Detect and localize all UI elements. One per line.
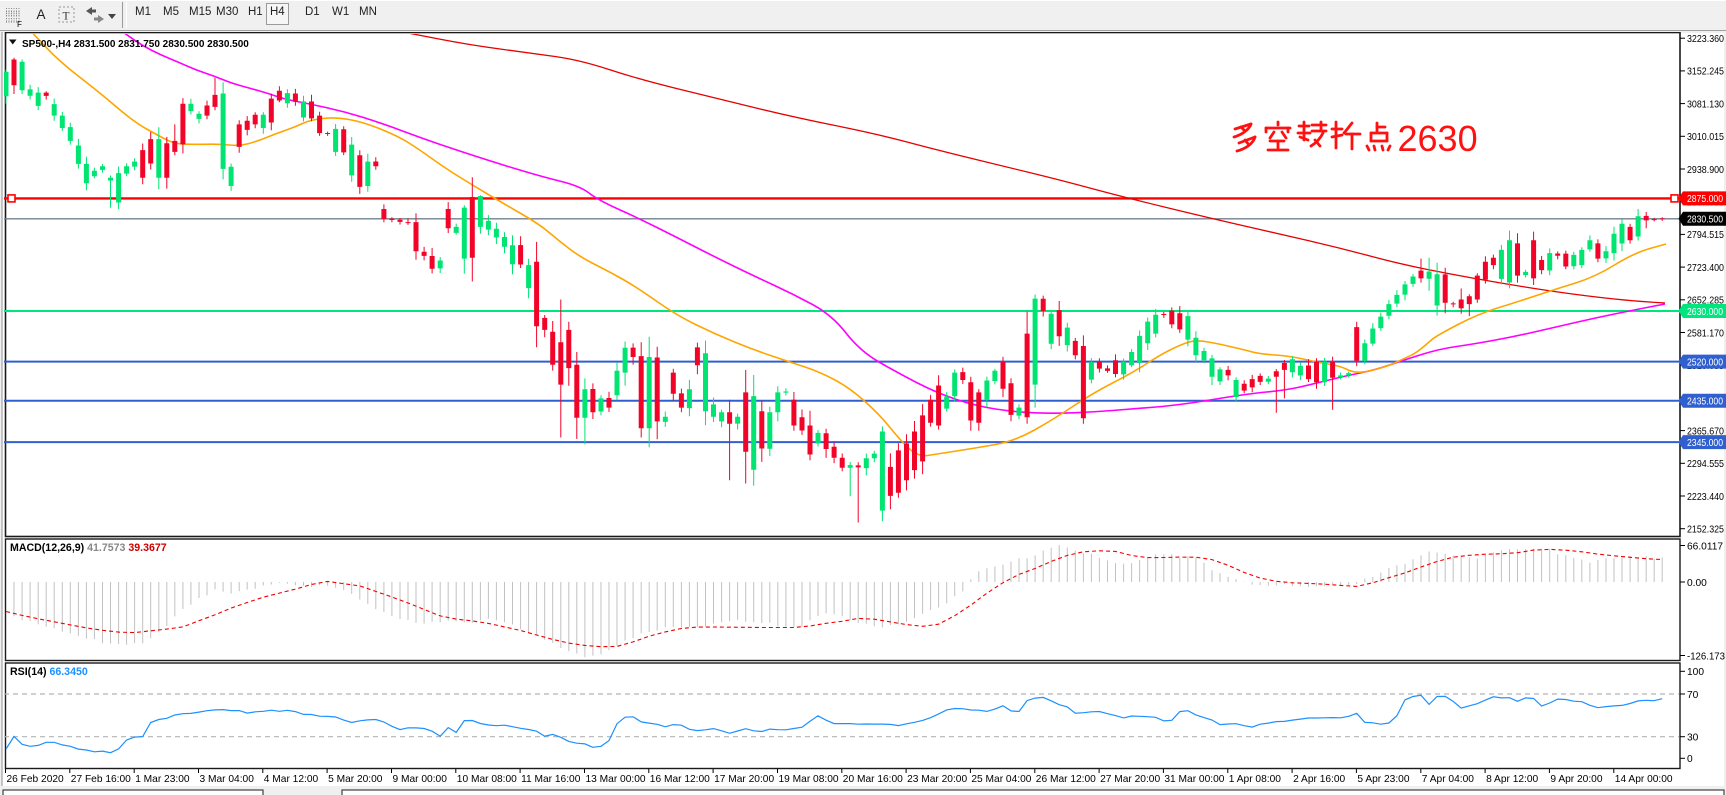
svg-text:25 Mar 04:00: 25 Mar 04:00 bbox=[971, 774, 1031, 785]
svg-text:2345.000: 2345.000 bbox=[1687, 438, 1723, 449]
svg-text:19 Mar 08:00: 19 Mar 08:00 bbox=[779, 774, 839, 785]
svg-text:8 Apr 12:00: 8 Apr 12:00 bbox=[1486, 774, 1538, 785]
svg-text:2938.900: 2938.900 bbox=[1687, 165, 1724, 176]
svg-text:3010.015: 3010.015 bbox=[1687, 132, 1724, 143]
svg-text:5 Apr 23:00: 5 Apr 23:00 bbox=[1357, 774, 1409, 785]
svg-text:-126.173: -126.173 bbox=[1687, 651, 1725, 662]
svg-text:1 Apr 08:00: 1 Apr 08:00 bbox=[1229, 774, 1281, 785]
svg-text:0.00: 0.00 bbox=[1687, 578, 1707, 589]
svg-text:4 Mar 12:00: 4 Mar 12:00 bbox=[264, 774, 319, 785]
svg-text:2365.670: 2365.670 bbox=[1687, 426, 1724, 437]
svg-text:11 Mar 16:00: 11 Mar 16:00 bbox=[521, 774, 581, 785]
svg-text:2581.170: 2581.170 bbox=[1687, 328, 1724, 339]
svg-text:26 Feb 2020: 26 Feb 2020 bbox=[7, 774, 65, 785]
svg-text:20 Mar 16:00: 20 Mar 16:00 bbox=[843, 774, 903, 785]
svg-text:2630.000: 2630.000 bbox=[1687, 307, 1723, 318]
svg-text:31 Mar 00:00: 31 Mar 00:00 bbox=[1164, 774, 1224, 785]
svg-text:2152.325: 2152.325 bbox=[1687, 525, 1724, 536]
svg-text:2435.000: 2435.000 bbox=[1687, 397, 1723, 408]
svg-text:27 Mar 20:00: 27 Mar 20:00 bbox=[1100, 774, 1160, 785]
svg-text:T: T bbox=[63, 11, 70, 23]
svg-text:2830.500: 2830.500 bbox=[1687, 215, 1723, 226]
svg-text:2794.515: 2794.515 bbox=[1687, 230, 1724, 241]
svg-text:23 Mar 20:00: 23 Mar 20:00 bbox=[907, 774, 967, 785]
svg-text:7 Apr 04:00: 7 Apr 04:00 bbox=[1422, 774, 1474, 785]
svg-text:3081.130: 3081.130 bbox=[1687, 99, 1724, 110]
svg-text:26 Mar 12:00: 26 Mar 12:00 bbox=[1036, 774, 1096, 785]
svg-text:16 Mar 12:00: 16 Mar 12:00 bbox=[650, 774, 710, 785]
svg-text:5 Mar 20:00: 5 Mar 20:00 bbox=[328, 774, 383, 785]
svg-text:2 Apr 16:00: 2 Apr 16:00 bbox=[1293, 774, 1345, 785]
svg-text:2630: 2630 bbox=[1398, 118, 1478, 159]
svg-text:2652.285: 2652.285 bbox=[1687, 296, 1724, 307]
svg-text:SP500-,H4 2831.500 2831.750 2: SP500-,H4 2831.500 2831.750 2830.500 283… bbox=[22, 39, 249, 50]
svg-text:30: 30 bbox=[1687, 733, 1699, 744]
svg-text:66.0117: 66.0117 bbox=[1687, 541, 1723, 552]
svg-text:3 Mar 04:00: 3 Mar 04:00 bbox=[200, 774, 255, 785]
svg-text:100: 100 bbox=[1687, 667, 1704, 678]
svg-text:9 Apr 20:00: 9 Apr 20:00 bbox=[1550, 774, 1602, 785]
svg-text:27 Feb 16:00: 27 Feb 16:00 bbox=[71, 774, 131, 785]
svg-text:2294.555: 2294.555 bbox=[1687, 459, 1724, 470]
svg-text:2223.440: 2223.440 bbox=[1687, 492, 1724, 503]
svg-text:17 Mar 20:00: 17 Mar 20:00 bbox=[714, 774, 774, 785]
svg-text:10 Mar 08:00: 10 Mar 08:00 bbox=[457, 774, 517, 785]
svg-text:9 Mar 00:00: 9 Mar 00:00 bbox=[393, 774, 448, 785]
svg-text:2875.000: 2875.000 bbox=[1687, 194, 1723, 205]
svg-text:0: 0 bbox=[1687, 754, 1693, 765]
svg-text:14 Apr 00:00: 14 Apr 00:00 bbox=[1615, 774, 1673, 785]
svg-text:3152.245: 3152.245 bbox=[1687, 67, 1724, 78]
svg-text:RSI(14) 66.3450: RSI(14) 66.3450 bbox=[10, 666, 88, 678]
svg-text:MACD(12,26,9) 41.7573 39.3677: MACD(12,26,9) 41.7573 39.3677 bbox=[10, 542, 167, 554]
svg-text:2520.000: 2520.000 bbox=[1687, 357, 1723, 368]
svg-text:1 Mar 23:00: 1 Mar 23:00 bbox=[135, 774, 190, 785]
svg-text:70: 70 bbox=[1687, 690, 1699, 701]
svg-text:3223.360: 3223.360 bbox=[1687, 34, 1724, 45]
svg-text:F: F bbox=[17, 20, 22, 28]
svg-text:13 Mar 00:00: 13 Mar 00:00 bbox=[586, 774, 646, 785]
svg-text:2723.400: 2723.400 bbox=[1687, 263, 1724, 274]
